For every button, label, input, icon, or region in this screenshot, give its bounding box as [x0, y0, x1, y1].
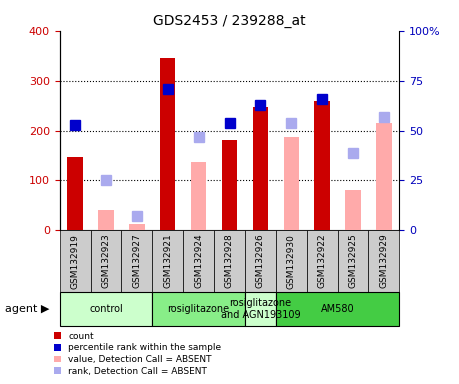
Bar	[98, 210, 114, 230]
Bar	[222, 139, 237, 230]
Bar	[152, 292, 245, 326]
Bar	[152, 230, 183, 292]
Text: GSM132923: GSM132923	[101, 234, 111, 288]
Bar	[60, 230, 90, 292]
Bar	[183, 230, 214, 292]
Bar	[122, 230, 152, 292]
Text: GSM132930: GSM132930	[287, 234, 296, 288]
Text: GSM132924: GSM132924	[194, 234, 203, 288]
Text: agent ▶: agent ▶	[5, 304, 49, 314]
Bar	[284, 137, 299, 230]
Text: rosiglitazone
and AGN193109: rosiglitazone and AGN193109	[221, 298, 300, 320]
Bar	[314, 101, 330, 230]
Bar	[129, 224, 145, 230]
Bar	[245, 292, 276, 326]
Bar	[276, 230, 307, 292]
Bar	[245, 230, 276, 292]
Bar	[369, 230, 399, 292]
Bar	[60, 292, 152, 326]
Legend: count, percentile rank within the sample, value, Detection Call = ABSENT, rank, : count, percentile rank within the sample…	[50, 328, 225, 379]
Bar	[67, 157, 83, 230]
Text: GSM132926: GSM132926	[256, 234, 265, 288]
Bar	[376, 123, 392, 230]
Bar	[337, 230, 369, 292]
Text: AM580: AM580	[321, 304, 354, 314]
Bar	[90, 230, 122, 292]
Text: GSM132927: GSM132927	[132, 234, 141, 288]
Bar	[276, 292, 399, 326]
Bar	[307, 230, 337, 292]
Bar	[214, 230, 245, 292]
Text: GSM132921: GSM132921	[163, 234, 172, 288]
Bar	[160, 58, 175, 230]
Text: GSM132922: GSM132922	[318, 234, 327, 288]
Title: GDS2453 / 239288_at: GDS2453 / 239288_at	[153, 14, 306, 28]
Bar	[252, 107, 268, 230]
Text: rosiglitazone: rosiglitazone	[168, 304, 230, 314]
Text: control: control	[89, 304, 123, 314]
Text: GSM132925: GSM132925	[348, 234, 358, 288]
Bar	[345, 190, 361, 230]
Bar	[191, 162, 207, 230]
Text: GSM132928: GSM132928	[225, 234, 234, 288]
Text: GSM132929: GSM132929	[380, 234, 388, 288]
Text: GSM132919: GSM132919	[71, 234, 79, 288]
